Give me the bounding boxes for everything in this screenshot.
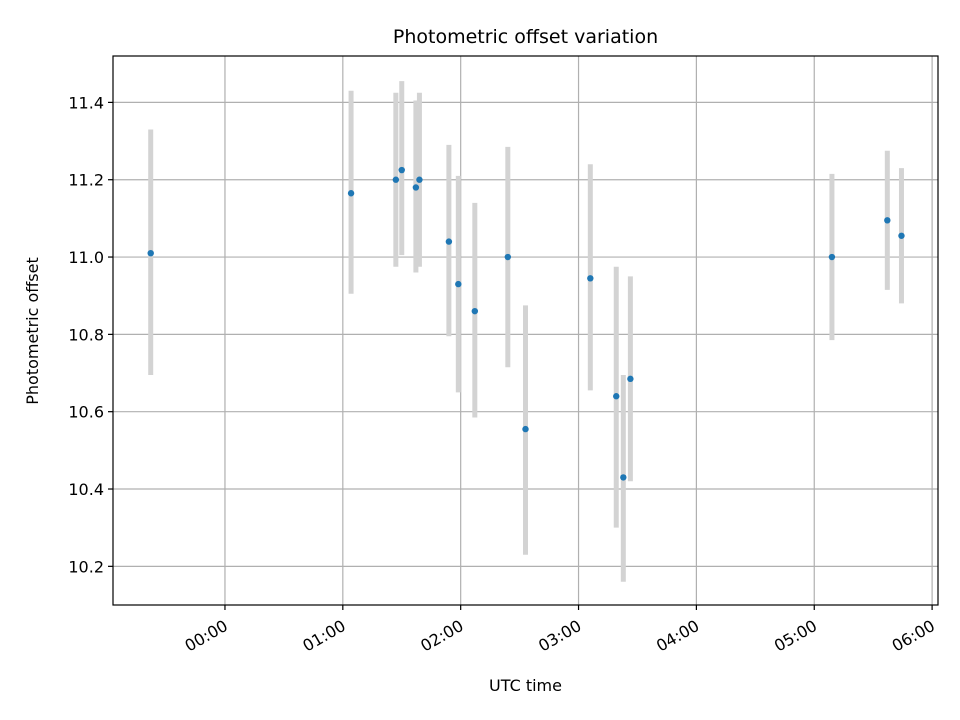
data-point <box>898 232 905 239</box>
data-point <box>627 375 634 383</box>
data-point <box>416 176 423 183</box>
data-point <box>147 249 154 257</box>
plot-area-frame <box>112 55 939 606</box>
data-point <box>412 184 420 191</box>
y-tick-label: 10.4 <box>68 480 104 499</box>
data-point <box>587 275 594 282</box>
data-point <box>613 393 620 400</box>
grid <box>113 56 938 605</box>
x-axis-label: UTC time <box>489 676 562 695</box>
data-point <box>445 238 453 245</box>
y-tick-label: 11.2 <box>68 171 104 190</box>
y-axis-label: Photometric offset <box>23 257 42 405</box>
y-tick-label: 10.6 <box>68 403 104 422</box>
y-tick-label: 10.8 <box>68 325 104 344</box>
data-point <box>828 253 836 261</box>
data-point <box>504 253 512 261</box>
y-tick-label: 11.4 <box>68 93 104 112</box>
y-axis-ticks: 10.2 10.4 10.6 10.8 11.0 11.2 11.4 <box>68 93 113 576</box>
data-point <box>522 425 529 433</box>
data-points <box>147 166 905 481</box>
y-tick-label: 11.0 <box>68 248 104 267</box>
data-point <box>455 280 462 288</box>
data-point <box>347 190 355 197</box>
data-point <box>471 307 479 315</box>
data-point <box>884 217 891 224</box>
y-tick-label: 10.2 <box>68 557 104 576</box>
data-point <box>620 474 627 481</box>
data-point <box>398 166 405 174</box>
chart-title: Photometric offset variation <box>393 26 658 48</box>
data-point <box>392 176 400 183</box>
